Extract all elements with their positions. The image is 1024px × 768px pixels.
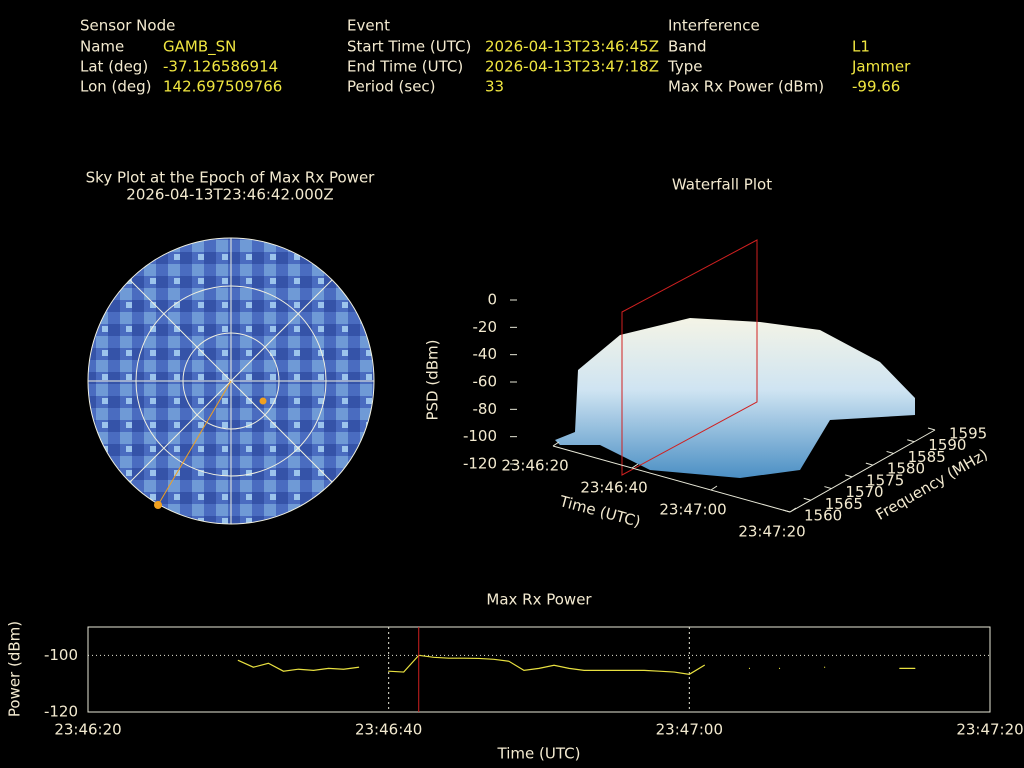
field-value: GAMB_SN [163,38,236,57]
y-tick-label: -120 [44,703,78,721]
z-tick-label: -120 [463,455,497,473]
y-tick-label: 1585 [908,448,946,466]
source-marker [154,501,162,509]
field-value: -37.126586914 [163,58,278,76]
chart-title: Waterfall Plot [672,176,772,194]
y-tick [865,462,873,466]
time-axis [552,445,791,513]
field-value: 2026-04-13T23:47:18Z [485,58,659,76]
x-axis-label: Time (UTC) [497,745,581,763]
y-tick-label: 1580 [887,460,925,478]
y-tick-label: 1570 [845,483,883,501]
x-tick [552,441,560,447]
field-value: Jammer [851,58,911,76]
chart-subtitle: 2026-04-13T23:46:42.000Z [126,186,333,204]
section-heading: Interference [668,17,760,35]
y-tick [927,427,936,431]
field-value: 142.697509766 [163,78,282,96]
y-tick [824,486,832,490]
field-label: End Time (UTC) [347,58,463,76]
plot-frame [87,626,991,713]
x-tick-label: 23:47:20 [956,721,1023,739]
y-tick-label: 1595 [949,425,987,443]
x-tick-label: 23:46:20 [54,721,121,739]
x-tick-label: 23:47:00 [656,721,723,739]
y-tick-label: 1590 [928,436,966,454]
z-tick-label: -80 [473,400,498,418]
y-tick [782,509,791,513]
section-heading: Event [347,17,390,35]
field-label: Band [668,38,707,56]
y-tick-label: 1565 [825,495,863,513]
y-tick [907,439,915,443]
field-label: Period (sec) [347,78,436,96]
chart-title: Max Rx Power [486,591,592,609]
z-axis-label: PSD (dBm) [424,339,442,420]
field-label: Type [667,58,702,76]
z-tick-label: -40 [473,345,498,363]
freq-axis [789,429,936,513]
field-value: L1 [852,38,870,56]
sky-plot [87,237,375,525]
field-value: 33 [485,78,504,96]
epoch-plane [621,239,758,476]
field-label: Start Time (UTC) [347,38,471,56]
field-label: Lon (deg) [80,78,152,96]
z-tick-label: 0 [487,291,497,309]
x-tick-label: 23:46:40 [355,721,422,739]
x-axis-label: Time (UTC) [557,492,643,531]
field-value: -99.66 [852,78,900,96]
y-tick [845,474,853,478]
waterfall-surface [555,318,915,478]
y-axis-label: Power (dBm) [6,621,24,717]
y-tick [886,450,894,454]
field-value: 2026-04-13T23:46:45Z [485,38,659,56]
z-tick-label: -100 [463,427,497,445]
field-label: Name [80,38,124,56]
x-tick [710,485,718,491]
direction-line [157,380,232,506]
x-tick [631,463,639,469]
y-tick-label: 1575 [866,471,904,489]
field-label: Max Rx Power (dBm) [668,78,824,96]
field-label: Lat (deg) [80,58,148,76]
x-tick-label: 23:47:00 [659,501,726,519]
satellite-marker [259,397,267,405]
y-tick-label: 1560 [804,507,842,525]
section-heading: Sensor Node [80,17,175,35]
chart-title: Sky Plot at the Epoch of Max Rx Power [86,169,376,187]
z-tick-label: -60 [473,373,498,391]
x-tick-label: 23:46:40 [580,479,647,497]
x-tick-label: 23:47:20 [738,523,805,541]
power-line [237,654,916,675]
z-tick-label: -20 [473,318,498,336]
y-tick-label: -100 [44,646,78,664]
x-tick-label: 23:46:20 [501,457,568,475]
y-tick [803,497,811,501]
